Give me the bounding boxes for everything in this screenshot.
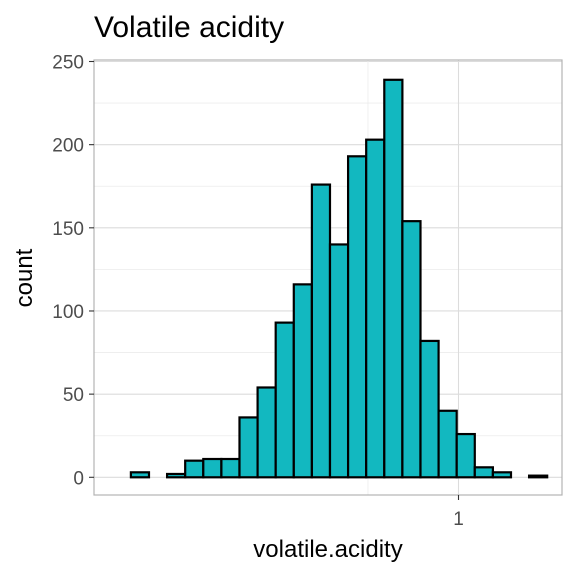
histogram-bar [165,472,187,479]
y-axis-ticks: 0 50 100 150 200 250 [52,53,94,489]
histogram-bar [437,409,458,479]
y-tick-label: 100 [52,302,84,323]
histogram-bar [527,474,549,479]
y-tick-label: 0 [73,468,84,489]
histogram-bar [310,183,332,479]
chart-title: Volatile acidity [94,11,284,44]
y-tick-label: 250 [52,53,84,74]
histogram-bar [346,155,368,479]
histogram-bar [184,459,205,479]
histogram-bar [129,471,151,479]
y-axis-title: count [11,248,38,307]
histogram-bar [401,220,422,479]
y-tick-label: 50 [63,385,84,406]
histogram-bar [202,457,223,479]
histogram-bar [292,283,313,479]
histogram-bar [491,471,513,479]
histogram-bar [328,243,350,479]
x-axis-ticks: 1 [453,495,464,530]
histogram-bar [220,457,241,479]
histogram-bar [256,386,277,479]
histogram-bar [274,321,295,479]
histogram-bar [455,432,476,479]
histogram-bar [473,466,494,479]
histogram-bar [365,138,386,479]
y-tick-label: 200 [52,136,84,157]
x-tick-label: 1 [453,509,464,530]
y-tick-label: 150 [52,219,84,240]
plot-panel-border [93,59,563,496]
histogram-bar [238,416,259,479]
x-axis-title: volatile.acidity [253,536,402,563]
histogram-bar [383,78,404,479]
histogram-bars [129,78,549,479]
histogram-bar [419,339,440,479]
